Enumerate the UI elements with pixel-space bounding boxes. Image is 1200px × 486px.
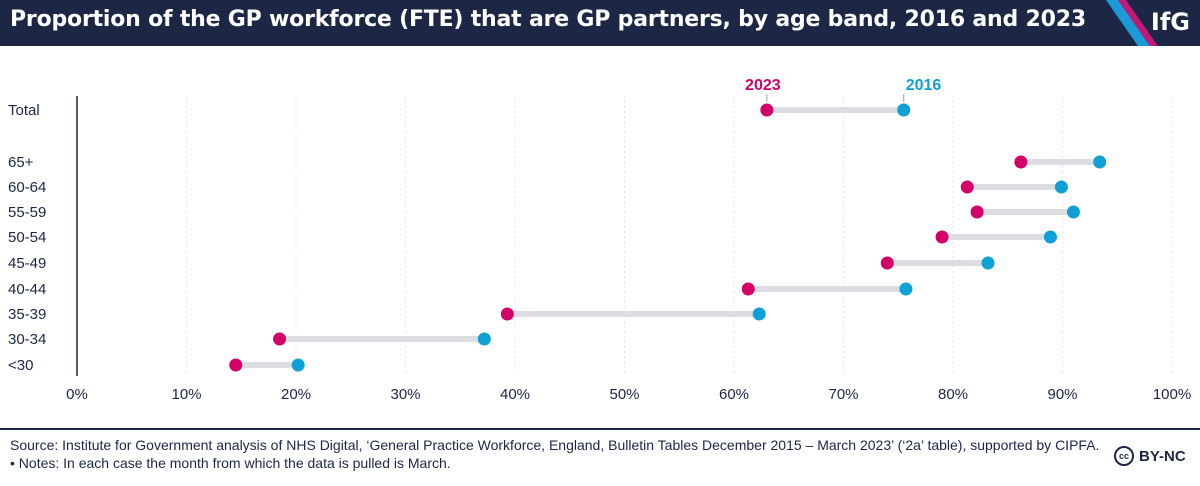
dumbbell-chart: 0% 10% 20% 30% 40% 50% 60% 70% 80% 90% 100% Total 65… bbox=[8, 77, 1191, 403]
point-2016 bbox=[899, 282, 913, 296]
footer-divider bbox=[0, 428, 1200, 430]
point-2016 bbox=[752, 307, 766, 321]
category-label: 55-59 bbox=[8, 204, 46, 221]
point-2023 bbox=[935, 230, 949, 244]
category-label: 45-49 bbox=[8, 255, 46, 272]
x-tick-label: 10% bbox=[171, 386, 201, 403]
point-2023 bbox=[1014, 155, 1028, 169]
point-2023 bbox=[273, 332, 287, 346]
x-tick-label: 50% bbox=[609, 386, 639, 403]
logo-stripes-icon bbox=[1106, 0, 1158, 46]
point-2023 bbox=[500, 307, 514, 321]
point-2023 bbox=[970, 205, 984, 219]
ifg-logo: IfG bbox=[1150, 8, 1190, 36]
point-2016 bbox=[897, 103, 911, 117]
point-2016 bbox=[981, 256, 995, 270]
point-2023 bbox=[760, 103, 774, 117]
category-label: 65+ bbox=[8, 154, 34, 171]
point-2023 bbox=[960, 180, 974, 194]
cc-icon: cc bbox=[1114, 446, 1134, 466]
chart-title: Proportion of the GP workforce (FTE) tha… bbox=[10, 7, 1086, 32]
x-tick-label: 90% bbox=[1047, 386, 1077, 403]
x-tick-label: 60% bbox=[719, 386, 749, 403]
category-label: <30 bbox=[8, 357, 33, 374]
licence-label: BY-NC bbox=[1139, 447, 1186, 465]
point-2023 bbox=[741, 282, 755, 296]
x-tick-label: 0% bbox=[66, 386, 88, 403]
point-2016 bbox=[1093, 155, 1107, 169]
series-label-2023: 2023 bbox=[745, 77, 781, 94]
source-note: Source: Institute for Government analysi… bbox=[10, 437, 1100, 471]
x-tick-label: 70% bbox=[828, 386, 858, 403]
point-2023 bbox=[229, 358, 243, 372]
x-tick-label: 20% bbox=[281, 386, 311, 403]
x-tick-label: 30% bbox=[390, 386, 420, 403]
header-bar: Proportion of the GP workforce (FTE) tha… bbox=[0, 0, 1200, 46]
category-label: 30-34 bbox=[8, 331, 46, 348]
x-tick-label: 100% bbox=[1153, 386, 1191, 403]
category-label: Total bbox=[8, 102, 40, 119]
category-label: 50-54 bbox=[8, 229, 46, 246]
category-label: 60-64 bbox=[8, 179, 46, 196]
point-2016 bbox=[1054, 180, 1068, 194]
point-2016 bbox=[477, 332, 491, 346]
series-label-2016: 2016 bbox=[906, 77, 942, 94]
point-2023 bbox=[880, 256, 894, 270]
category-label: 35-39 bbox=[8, 306, 46, 323]
point-2016 bbox=[1066, 205, 1080, 219]
category-label: 40-44 bbox=[8, 281, 46, 298]
licence-badge: cc BY-NC bbox=[1114, 446, 1186, 466]
x-tick-label: 80% bbox=[938, 386, 968, 403]
x-tick-label: 40% bbox=[500, 386, 530, 403]
point-2016 bbox=[1043, 230, 1057, 244]
point-2016 bbox=[291, 358, 305, 372]
